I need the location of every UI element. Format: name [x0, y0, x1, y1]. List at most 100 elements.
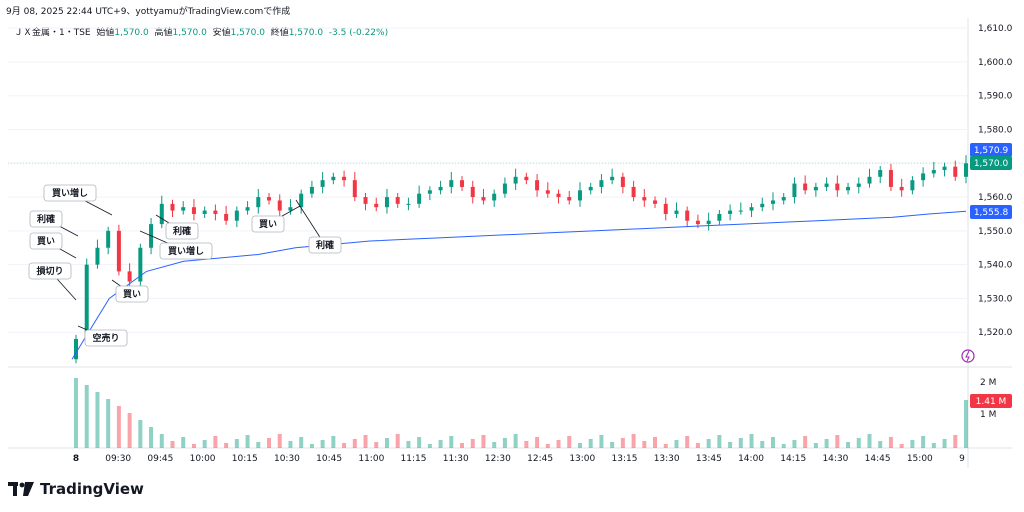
volume-bar [513, 434, 518, 448]
annotation-label: 空売り [92, 332, 119, 344]
candle-body [631, 186, 636, 198]
candle-body [888, 170, 893, 187]
volume-last-tag-label: 1.41 M [976, 397, 1007, 407]
volume-bars [74, 378, 968, 448]
volume-bar [170, 441, 175, 448]
price-tag-label: 1,570.0 [974, 159, 1009, 169]
candle-body [695, 220, 700, 225]
volume-bar [256, 442, 261, 448]
candle-body [577, 190, 582, 201]
annotation-box [29, 210, 63, 228]
volume-bar [728, 442, 733, 448]
price-tick-label: 1,550.0 [978, 227, 1013, 237]
volume-bar [867, 434, 872, 448]
volume-bar [910, 440, 915, 448]
annotation-box [29, 232, 63, 250]
price-tag-label: 1,570.9 [974, 146, 1009, 156]
volume-bar [470, 439, 475, 448]
candle-body [374, 203, 379, 208]
volume-bar [760, 441, 765, 448]
candle-body [738, 210, 743, 212]
volume-bar [502, 438, 507, 448]
volume-bar [792, 440, 797, 448]
volume-bar [84, 385, 89, 448]
candle-body [460, 180, 465, 187]
candle-body [191, 207, 196, 214]
alert-icon[interactable] [961, 349, 975, 363]
low-label: 安値 [212, 28, 231, 38]
candle-body [931, 170, 936, 174]
volume-bar [888, 437, 893, 448]
annotation-label: 利確 [315, 239, 334, 251]
volume-bar [846, 442, 851, 448]
candle-body [921, 173, 926, 181]
volume-bar [427, 444, 432, 448]
volume-bar [738, 438, 743, 448]
candle-body [267, 197, 272, 201]
price-tick-label: 1,610.0 [978, 24, 1013, 34]
candle-body [449, 180, 454, 187]
candles [74, 155, 968, 364]
candle-body [856, 183, 861, 187]
volume-bar [599, 435, 604, 448]
candle-body [320, 180, 325, 187]
candle-body [95, 247, 100, 265]
volume-bar [106, 399, 111, 448]
volume-bar [803, 436, 808, 448]
candle-body [942, 166, 947, 171]
candle-body [502, 183, 507, 194]
price-tag [970, 143, 1012, 157]
volume-tick-label: 1 M [980, 410, 996, 420]
candle-body [792, 183, 797, 198]
volume-bar [374, 442, 379, 448]
annotation-box [165, 222, 199, 240]
candle-body [803, 183, 808, 191]
tradingview-logo[interactable]: TradingView [8, 480, 144, 498]
time-tick-label: 11:15 [401, 454, 427, 464]
candle-body [760, 203, 765, 208]
volume-bar [856, 438, 861, 448]
volume-bar [288, 441, 293, 448]
low-value: 1,570.0 [230, 28, 265, 38]
volume-bar [127, 413, 132, 448]
price-tag [970, 205, 1012, 219]
high-value: 1,570.0 [172, 28, 207, 38]
volume-bar [320, 440, 325, 448]
candle-body [674, 210, 679, 214]
volume-bar [245, 435, 250, 448]
volume-last-tag [970, 394, 1012, 408]
candle-body [116, 230, 121, 272]
time-tick-label: 12:30 [485, 454, 511, 464]
volume-bar [449, 436, 454, 448]
price-tick-label: 1,600.0 [978, 58, 1013, 68]
annotation-box [28, 262, 72, 280]
volume-tick-label: 2 M [980, 378, 996, 388]
volume-bar [631, 434, 636, 448]
volume-bar [224, 443, 229, 448]
candle-body [224, 213, 229, 221]
candle-body [181, 207, 186, 211]
candle-body [342, 176, 347, 181]
volume-bar [299, 437, 304, 448]
candle-body [384, 197, 389, 208]
price-tick-label: 1,590.0 [978, 92, 1013, 102]
candle-body [835, 183, 840, 191]
candle-body [127, 271, 132, 282]
candle-body [588, 186, 593, 191]
time-tick-label: 11:30 [443, 454, 469, 464]
candle-body [663, 203, 668, 214]
candle-body [610, 176, 615, 181]
volume-bar [384, 438, 389, 448]
candle-body [299, 193, 304, 208]
volume-bar [342, 443, 347, 448]
candle-body [395, 197, 400, 204]
volume-bar [149, 427, 154, 448]
candle-body [438, 186, 443, 191]
volume-bar [610, 442, 615, 448]
volume-bar [577, 443, 582, 448]
symbol-label[interactable]: ＪＸ金属・1・TSE [14, 28, 91, 38]
time-tick-label: 13:00 [569, 454, 595, 464]
candle-body [427, 190, 432, 194]
